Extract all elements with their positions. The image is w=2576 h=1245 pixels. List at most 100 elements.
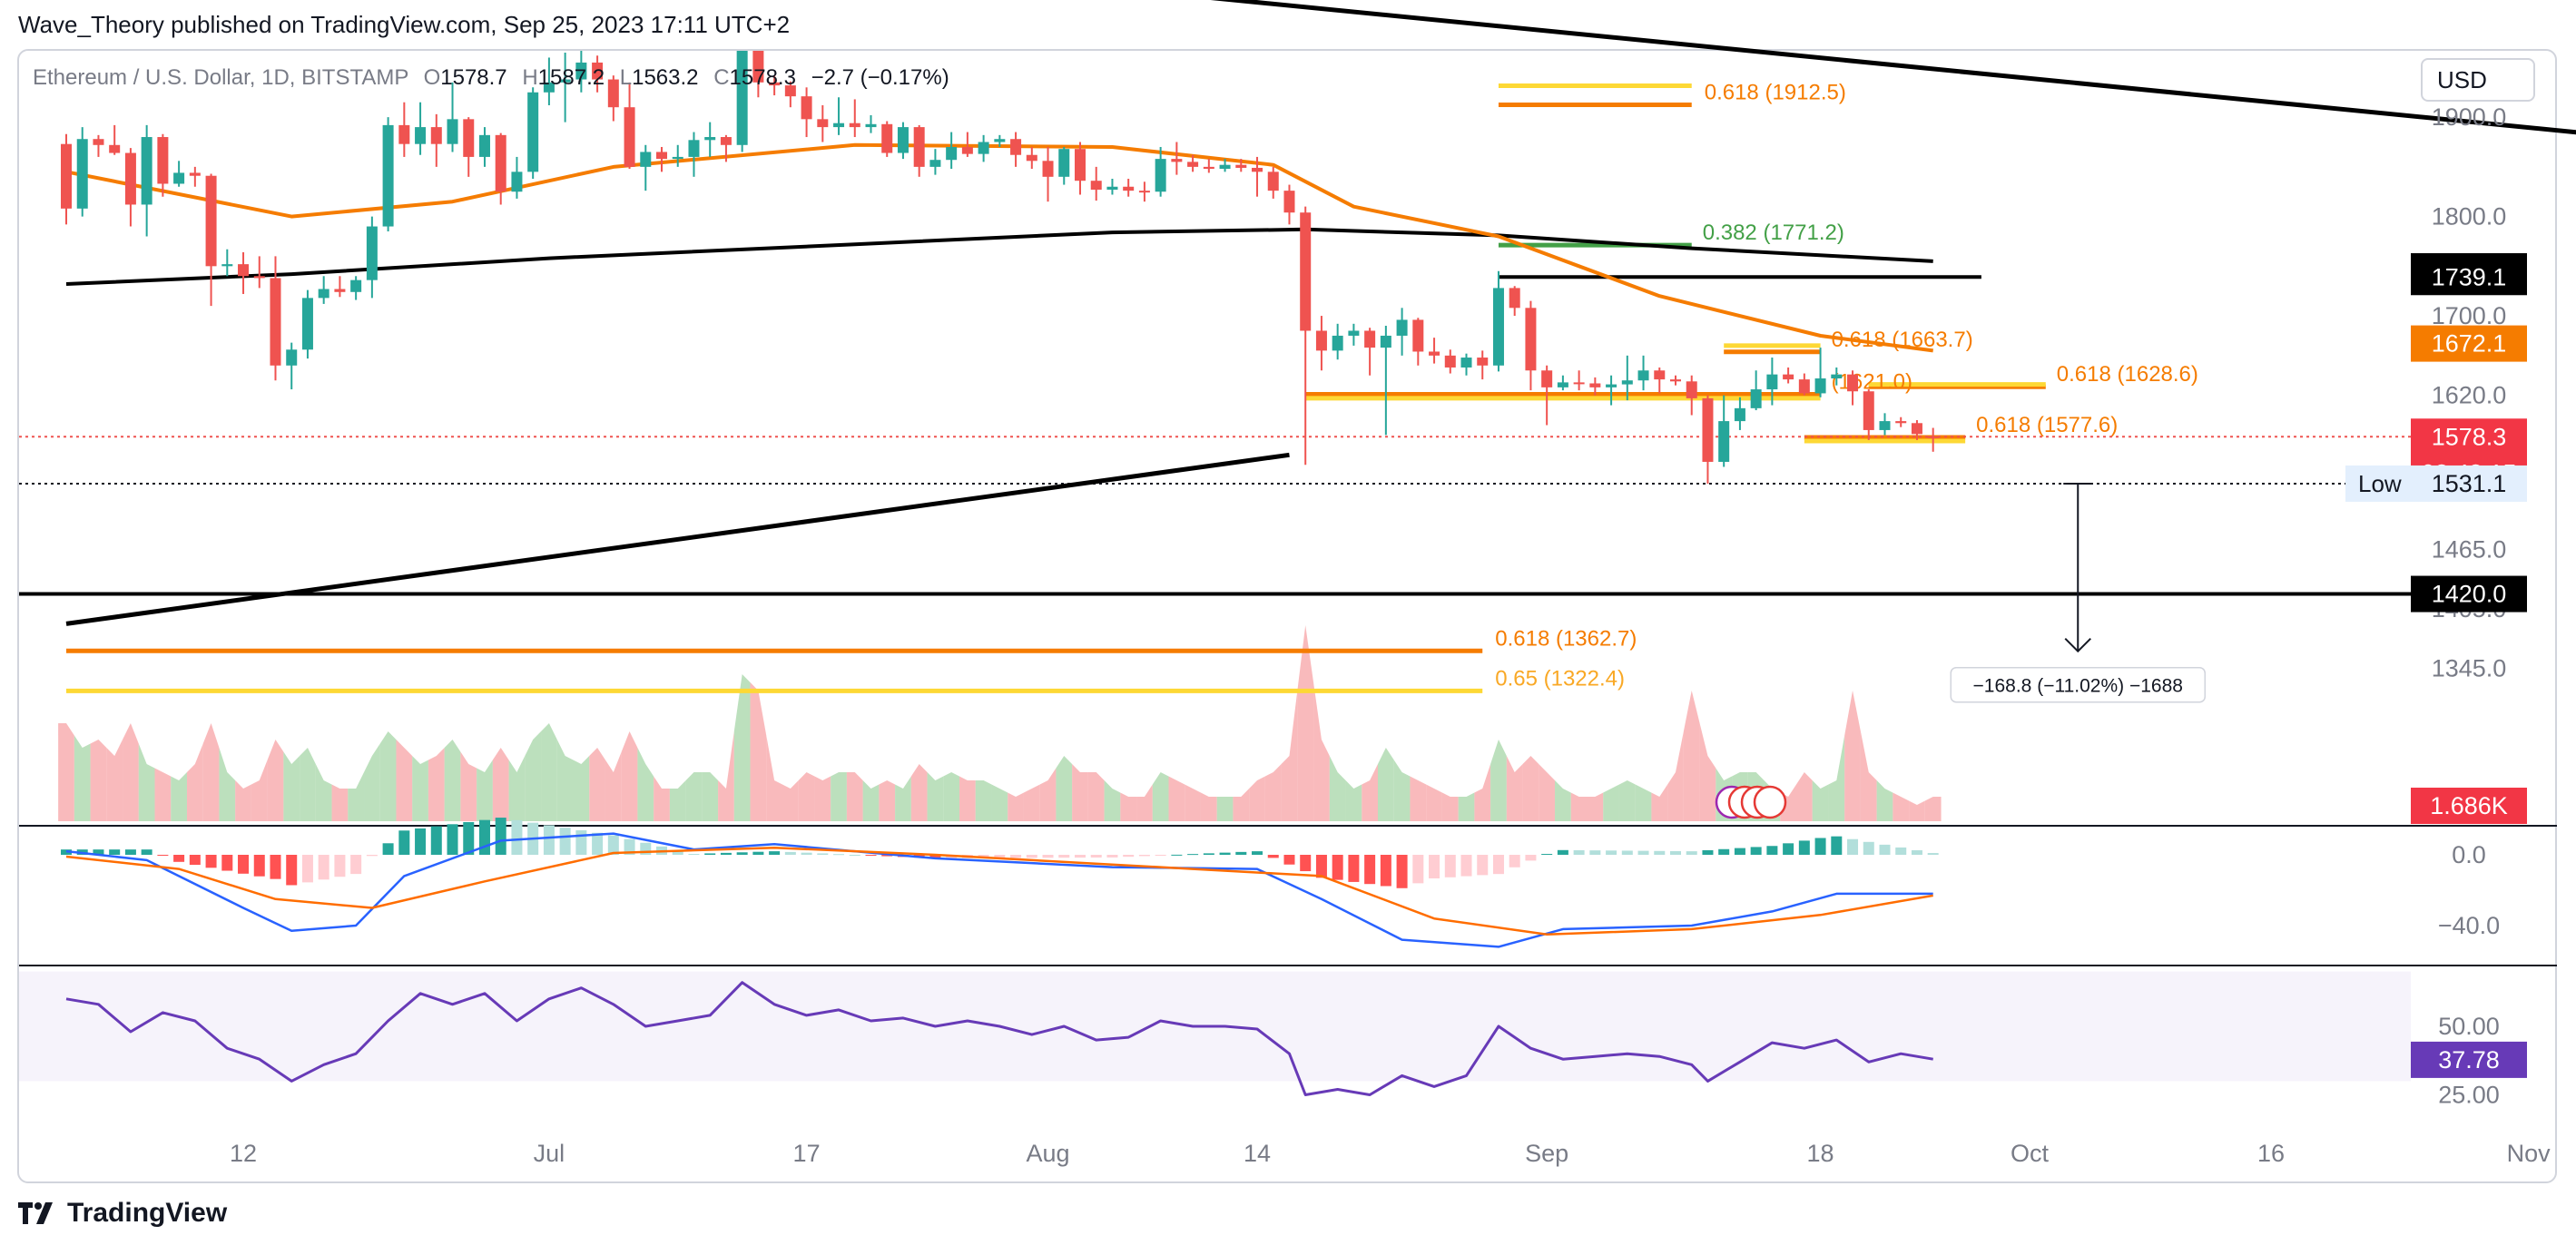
- volume-bar: [1506, 756, 1523, 821]
- candle: [1573, 370, 1585, 391]
- candle: [1557, 375, 1568, 391]
- candle-body: [1492, 288, 1504, 366]
- candle-body: [109, 144, 121, 153]
- candle: [1492, 270, 1504, 372]
- macd-histogram-bar: [1106, 855, 1118, 858]
- volume-bar: [1618, 780, 1636, 821]
- volume-bar: [1651, 784, 1668, 821]
- macd-histogram-bar: [672, 849, 683, 855]
- symbol-header[interactable]: Ethereum / U.S. Dollar, 1D, BITSTAMP O15…: [33, 65, 949, 91]
- macd-histogram-bar: [1412, 855, 1424, 884]
- candle-body: [1573, 382, 1585, 385]
- candle-body: [607, 79, 619, 108]
- candle: [1155, 146, 1166, 197]
- candle-body: [1525, 308, 1537, 371]
- candle: [1396, 308, 1408, 356]
- macd-histogram-bar: [1171, 854, 1183, 856]
- candle-body: [430, 127, 442, 144]
- macd-histogram-bar: [1654, 850, 1666, 855]
- candle: [157, 133, 169, 197]
- candle: [1831, 367, 1843, 386]
- candle: [173, 161, 185, 187]
- macd-signal-line: [65, 846, 1933, 936]
- time-axis-tick: 14: [1244, 1140, 1271, 1167]
- volume-bar: [685, 772, 703, 821]
- candle-body: [1444, 355, 1456, 368]
- volume-bar: [379, 731, 397, 821]
- candle: [720, 134, 732, 162]
- macd-histogram-bar: [1380, 855, 1391, 887]
- candle: [189, 166, 201, 187]
- candle: [1589, 377, 1601, 396]
- macd-histogram-bar: [1300, 855, 1312, 872]
- volume-bar: [1683, 691, 1700, 821]
- candle: [1734, 397, 1745, 430]
- volume-bar: [492, 748, 509, 821]
- volume-bar: [1104, 780, 1121, 821]
- macd-histogram-bar: [1573, 849, 1585, 855]
- volume-bar: [154, 768, 172, 821]
- volume-bar: [1297, 625, 1314, 821]
- candle-body: [769, 82, 781, 86]
- macd-histogram-bar: [1911, 849, 1922, 855]
- macd-histogram-bar: [1541, 854, 1553, 856]
- candle: [1847, 370, 1859, 406]
- macd-histogram-bar: [1155, 855, 1166, 856]
- candle-body: [978, 142, 989, 154]
- macd-histogram-bar: [1315, 855, 1327, 878]
- candle: [1138, 181, 1150, 202]
- volume-bar: [348, 772, 365, 821]
- candle-body: [253, 276, 265, 279]
- macd-histogram-bar: [1123, 855, 1135, 858]
- macd-histogram-bar: [1589, 850, 1601, 855]
- candle-body: [559, 79, 571, 83]
- macd-histogram-bar: [1429, 855, 1440, 878]
- candle-body: [1750, 389, 1762, 408]
- price-axis-tick: 1700.0: [2432, 302, 2507, 329]
- fib-level-label: (1621.0): [1832, 370, 1912, 395]
- candle-body: [736, 51, 748, 145]
- candle-body: [1541, 370, 1553, 387]
- rsi-axis-tick: 50.00: [2438, 1013, 2500, 1040]
- macd-histogram-bar: [1814, 838, 1826, 855]
- currency-button[interactable]: USD: [2421, 58, 2535, 102]
- volume-bar: [460, 751, 477, 821]
- macd-histogram-bar: [736, 852, 748, 855]
- volume-overlay: [58, 625, 1942, 821]
- candle: [1654, 367, 1666, 394]
- volume-bar: [943, 772, 960, 821]
- volume-bar: [959, 776, 976, 821]
- candle-body: [495, 134, 506, 192]
- macd-histogram-bar: [1750, 847, 1762, 855]
- volume-bar: [1539, 764, 1556, 821]
- candle: [1010, 132, 1022, 167]
- volume-bar: [1008, 792, 1024, 821]
- candle: [1283, 184, 1295, 225]
- candle: [1509, 286, 1520, 317]
- volume-bar: [1441, 792, 1459, 821]
- volume-bar: [654, 776, 670, 821]
- chart-frame: [17, 49, 2557, 1183]
- macd-histogram-bar: [1557, 849, 1568, 855]
- volume-bar: [1216, 797, 1234, 821]
- candle: [1670, 375, 1681, 386]
- candle: [946, 132, 958, 170]
- tradingview-logo[interactable]: TradingView: [18, 1198, 227, 1229]
- time-axis-tick: Aug: [1027, 1140, 1070, 1167]
- candle: [382, 117, 394, 232]
- volume-bar: [1795, 772, 1813, 821]
- candle: [1106, 179, 1118, 195]
- candle-body: [1138, 191, 1150, 193]
- volume-bar: [1249, 776, 1265, 821]
- macd-histogram-bar: [1718, 848, 1730, 855]
- candle: [624, 82, 635, 170]
- macd-histogram-bar: [1879, 844, 1891, 855]
- candle-body: [881, 123, 893, 153]
- rsi-axis-tick: 25.00: [2438, 1082, 2500, 1109]
- candle: [656, 146, 668, 172]
- macd-histogram-bar: [1831, 836, 1843, 855]
- candle: [1444, 349, 1456, 374]
- volume-bar: [1603, 784, 1619, 821]
- macd-histogram-bar: [1267, 855, 1279, 858]
